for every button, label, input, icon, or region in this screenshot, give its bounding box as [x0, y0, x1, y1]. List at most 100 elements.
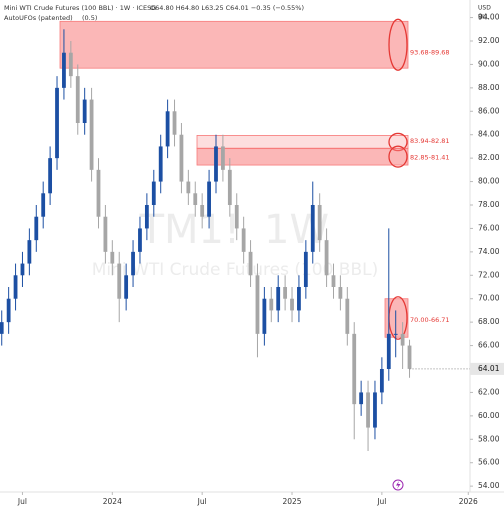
candle-body [269, 298, 274, 311]
y-tick-label: 58.00 [478, 434, 500, 443]
x-tick-label: 2024 [103, 497, 122, 506]
candle-body [0, 322, 4, 334]
candle-body [165, 111, 170, 147]
candle-body [359, 392, 364, 405]
candle-body [68, 52, 73, 77]
last-price-box [470, 362, 504, 375]
unit: BLL [478, 14, 489, 21]
candle-body [386, 333, 391, 369]
candle-body [6, 298, 11, 323]
y-tick-label: 84.00 [478, 130, 500, 139]
candle-body [151, 181, 156, 205]
y-tick-label: 90.00 [478, 59, 500, 68]
candle-body [366, 392, 370, 428]
candle-body [124, 275, 129, 299]
candle-body [55, 87, 59, 159]
indicator-param: (0.5) [82, 14, 97, 22]
x-tick-label: 2025 [282, 497, 301, 506]
candle-body [20, 263, 25, 276]
y-tick-label: 68.00 [478, 317, 500, 326]
candle-body [41, 193, 46, 217]
y-tick-label: 74.00 [478, 247, 500, 256]
candle-body [227, 169, 232, 205]
y-tick-label: 86.00 [478, 106, 500, 115]
y-tick-label: 54.00 [478, 481, 500, 490]
zone-label: 93.68-89.68 [410, 49, 450, 57]
y-tick-label: 70.00 [478, 294, 500, 303]
candle-body [75, 76, 80, 123]
candle-body [379, 369, 384, 393]
candle-body [297, 287, 301, 311]
watermark-symbol: TM1! [139, 207, 240, 253]
candle-body [96, 169, 101, 217]
y-tick-label: 66.00 [478, 341, 500, 350]
candle-body [62, 52, 66, 88]
candle-body [200, 205, 205, 217]
candle-body [393, 333, 398, 335]
candle-body [310, 205, 315, 252]
candle-body [193, 193, 198, 205]
y-tick-label: 76.00 [478, 223, 500, 232]
candle-body [179, 134, 184, 182]
y-tick-label: 72.00 [478, 270, 500, 279]
alert-icon[interactable] [392, 479, 404, 491]
chart-title: Mini WTI Crude Futures (100 BBL) · 1W · … [4, 4, 156, 12]
zone [196, 147, 409, 166]
candle-body [276, 287, 281, 311]
zone [59, 20, 409, 69]
y-tick-label: 62.00 [478, 387, 500, 396]
candle-body [324, 240, 329, 276]
candle-body [248, 251, 253, 276]
candle-body [221, 146, 225, 170]
x-tick-label: Jul [197, 497, 207, 506]
x-tick-label: 2026 [459, 497, 478, 506]
candle-body [214, 146, 218, 182]
ufo-marker [388, 145, 408, 168]
candle-body [103, 216, 108, 252]
indicator-name: AutoUFOs (patented) [4, 14, 73, 22]
candle-body [345, 298, 350, 334]
y-tick-label: 94.00 [478, 13, 500, 22]
currency: USD [478, 5, 491, 12]
candle-body [186, 181, 191, 194]
candle-body [283, 287, 288, 299]
candle-body [138, 228, 142, 252]
y-tick-label: 56.00 [478, 458, 500, 467]
ufo-marker [388, 18, 408, 71]
candle-body [262, 298, 267, 334]
candle-body [255, 275, 260, 334]
candle-body [290, 298, 294, 311]
candle-body [338, 287, 343, 299]
candle-body [331, 275, 336, 287]
candle-body [27, 240, 32, 264]
candle-body [110, 251, 115, 264]
candle-body [172, 111, 177, 135]
candle-body [234, 205, 239, 229]
zone-label: 83.94-82.81 [410, 137, 450, 145]
y-tick-label: 88.00 [478, 83, 500, 92]
candle-body [117, 263, 122, 299]
candle-body [34, 216, 39, 241]
zone [196, 135, 409, 150]
zone-label: 70.00-66.71 [410, 316, 450, 324]
zone-label: 82.85-81.41 [410, 154, 450, 162]
candle-body [13, 275, 18, 299]
candle-body [241, 228, 246, 252]
candle-body [373, 392, 377, 428]
candle-body [400, 333, 405, 346]
candle-body [303, 251, 308, 287]
y-tick-label: 60.00 [478, 411, 500, 420]
x-tick-label: Jul [376, 497, 386, 506]
candle-body [89, 99, 94, 170]
candle-body [352, 333, 357, 405]
x-tick-label: Jul [17, 497, 27, 506]
last-price-label: 64.01 [478, 364, 500, 373]
ohlc-readout: O64.80 H64.80 L63.25 C64.01 −0.35 (−0.55… [150, 4, 304, 12]
candle-body [144, 205, 149, 229]
y-tick-label: 92.00 [478, 36, 500, 45]
candle-body [131, 251, 135, 276]
candle-body [317, 205, 322, 241]
candle-body [48, 158, 53, 194]
candle-body [407, 345, 412, 369]
